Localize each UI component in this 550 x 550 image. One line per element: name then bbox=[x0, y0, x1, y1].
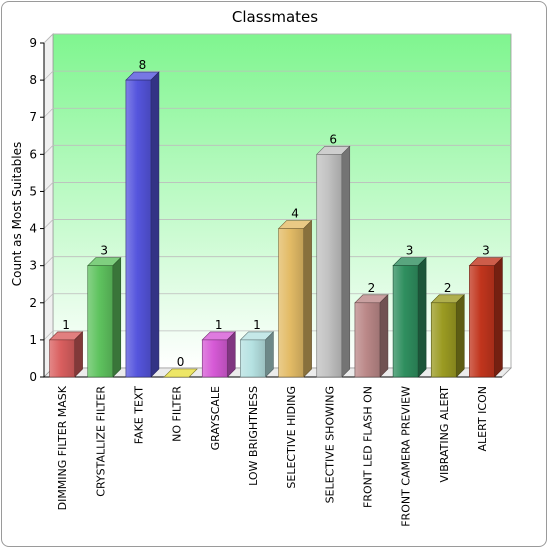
bar-side bbox=[265, 331, 274, 378]
gridline bbox=[43, 293, 511, 304]
gridline bbox=[43, 33, 511, 44]
data-label: 2 bbox=[444, 281, 452, 295]
x-tick-label: VIBRATING ALERT bbox=[438, 386, 451, 483]
bar bbox=[430, 302, 457, 378]
bar bbox=[87, 265, 114, 378]
data-label: 1 bbox=[253, 318, 261, 332]
data-label: 1 bbox=[62, 318, 70, 332]
data-label: 1 bbox=[215, 318, 223, 332]
gridline bbox=[43, 107, 511, 118]
bar bbox=[49, 339, 75, 378]
x-tick-label: FAKE TEXT bbox=[132, 386, 145, 445]
y-tick-label: 8 bbox=[29, 73, 37, 87]
bar-side bbox=[494, 256, 503, 378]
bar bbox=[392, 265, 419, 378]
bar-top bbox=[163, 368, 198, 378]
gridline bbox=[43, 182, 511, 192]
bar bbox=[354, 302, 381, 378]
bar bbox=[316, 154, 343, 378]
data-label: 8 bbox=[139, 58, 147, 72]
plot-left-wall bbox=[43, 33, 54, 378]
data-label: 4 bbox=[291, 207, 299, 221]
x-tick-label: FRONT LED FLASH ON bbox=[361, 386, 374, 508]
y-tick-label: 0 bbox=[29, 370, 37, 384]
data-label: 3 bbox=[482, 244, 490, 258]
y-tick-label: 5 bbox=[29, 184, 37, 198]
bar-side bbox=[226, 331, 236, 378]
x-tick-label: LOW BRIGHTNESS bbox=[247, 386, 260, 486]
y-tick-label: 9 bbox=[29, 36, 37, 50]
y-tick-label: 7 bbox=[29, 110, 37, 124]
x-tick-label: GRAYSCALE bbox=[209, 386, 222, 450]
bar-side bbox=[341, 145, 351, 378]
y-tick-label: 2 bbox=[29, 296, 37, 310]
x-tick-label: NO FILTER bbox=[171, 386, 184, 442]
bar bbox=[240, 339, 266, 378]
chart-title: Classmates bbox=[231, 8, 319, 26]
bar-side bbox=[303, 219, 312, 378]
y-tick-label: 1 bbox=[29, 333, 37, 347]
y-tick-label: 3 bbox=[29, 259, 37, 273]
bar bbox=[469, 265, 495, 378]
bar bbox=[125, 79, 152, 378]
x-tick-label: SELECTIVE HIDING bbox=[285, 386, 298, 489]
data-label: 3 bbox=[406, 244, 414, 258]
bar bbox=[278, 228, 304, 378]
data-label: 0 bbox=[177, 355, 185, 369]
bar bbox=[201, 339, 228, 378]
bar-side bbox=[417, 256, 427, 378]
bar-side bbox=[112, 256, 122, 378]
bar-side bbox=[379, 294, 389, 378]
x-tick-label: FRONT CAMERA PREVIEW bbox=[400, 386, 413, 527]
x-tick-label: SELECTIVE SHOWING bbox=[323, 386, 336, 503]
x-tick-label: ALERT ICON bbox=[476, 386, 489, 451]
bar-side bbox=[455, 294, 465, 378]
data-label: 6 bbox=[329, 132, 337, 146]
y-tick-label: 6 bbox=[29, 147, 37, 161]
y-tick-label: 4 bbox=[29, 222, 37, 236]
gridline bbox=[43, 256, 511, 266]
data-label: 3 bbox=[100, 244, 108, 258]
bar-side bbox=[74, 331, 83, 378]
bar-side bbox=[150, 71, 160, 378]
gridline bbox=[43, 219, 511, 229]
x-tick-label: DIMMING FILTER MASK bbox=[56, 385, 69, 510]
gridline bbox=[43, 70, 511, 81]
x-tick-label: CRYSTALLIZE FILTER bbox=[94, 386, 107, 497]
gridline bbox=[43, 144, 511, 155]
data-label: 2 bbox=[368, 281, 376, 295]
